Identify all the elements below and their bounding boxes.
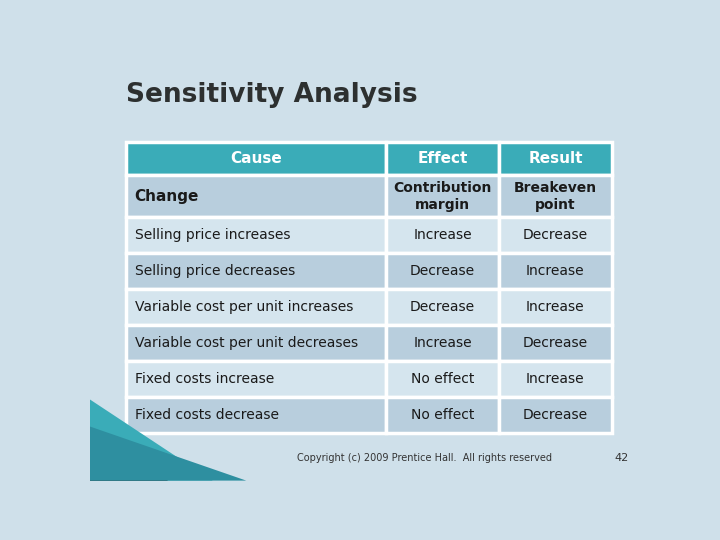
Bar [126, 141, 386, 175]
Bar [126, 218, 386, 253]
Polygon shape [90, 437, 168, 481]
Text: Fixed costs decrease: Fixed costs decrease [135, 408, 279, 422]
Bar [386, 218, 499, 253]
Bar [499, 325, 612, 361]
Text: Effect: Effect [418, 151, 468, 166]
Bar [126, 325, 386, 361]
Text: Cause: Cause [230, 151, 282, 166]
Bar [126, 253, 386, 289]
Text: Variable cost per unit decreases: Variable cost per unit decreases [135, 336, 358, 350]
Text: Increase: Increase [526, 264, 585, 278]
Text: Decrease: Decrease [523, 336, 588, 350]
Text: Breakeven
point: Breakeven point [514, 181, 597, 212]
Bar [386, 289, 499, 325]
Bar [499, 218, 612, 253]
Text: No effect: No effect [411, 372, 474, 386]
Bar [386, 361, 499, 397]
Text: Increase: Increase [413, 336, 472, 350]
Text: Contribution
margin: Contribution margin [393, 181, 492, 212]
Text: Change: Change [135, 189, 199, 204]
Text: Decrease: Decrease [410, 300, 475, 314]
Text: No effect: No effect [411, 408, 474, 422]
Text: 42: 42 [614, 453, 629, 463]
Text: Selling price decreases: Selling price decreases [135, 264, 295, 278]
Bar [126, 289, 386, 325]
Polygon shape [90, 400, 213, 481]
Text: Increase: Increase [413, 228, 472, 242]
Text: Selling price increases: Selling price increases [135, 228, 290, 242]
Bar [499, 289, 612, 325]
Bar [499, 397, 612, 433]
Bar [126, 397, 386, 433]
Bar [386, 175, 499, 218]
Polygon shape [90, 427, 246, 481]
Text: Fixed costs increase: Fixed costs increase [135, 372, 274, 386]
Text: Sensitivity Analysis: Sensitivity Analysis [126, 83, 418, 109]
Text: Variable cost per unit increases: Variable cost per unit increases [135, 300, 353, 314]
Bar [386, 397, 499, 433]
Bar [499, 175, 612, 218]
Text: Copyright (c) 2009 Prentice Hall.  All rights reserved: Copyright (c) 2009 Prentice Hall. All ri… [297, 453, 552, 463]
Text: Increase: Increase [526, 300, 585, 314]
Bar [386, 253, 499, 289]
Text: Increase: Increase [526, 372, 585, 386]
Bar [499, 253, 612, 289]
Bar [499, 141, 612, 175]
Text: Decrease: Decrease [523, 408, 588, 422]
Text: Decrease: Decrease [523, 228, 588, 242]
Bar [126, 361, 386, 397]
Text: Decrease: Decrease [410, 264, 475, 278]
Bar [386, 141, 499, 175]
Bar [499, 361, 612, 397]
Bar [126, 175, 386, 218]
Bar [386, 325, 499, 361]
Text: Result: Result [528, 151, 582, 166]
